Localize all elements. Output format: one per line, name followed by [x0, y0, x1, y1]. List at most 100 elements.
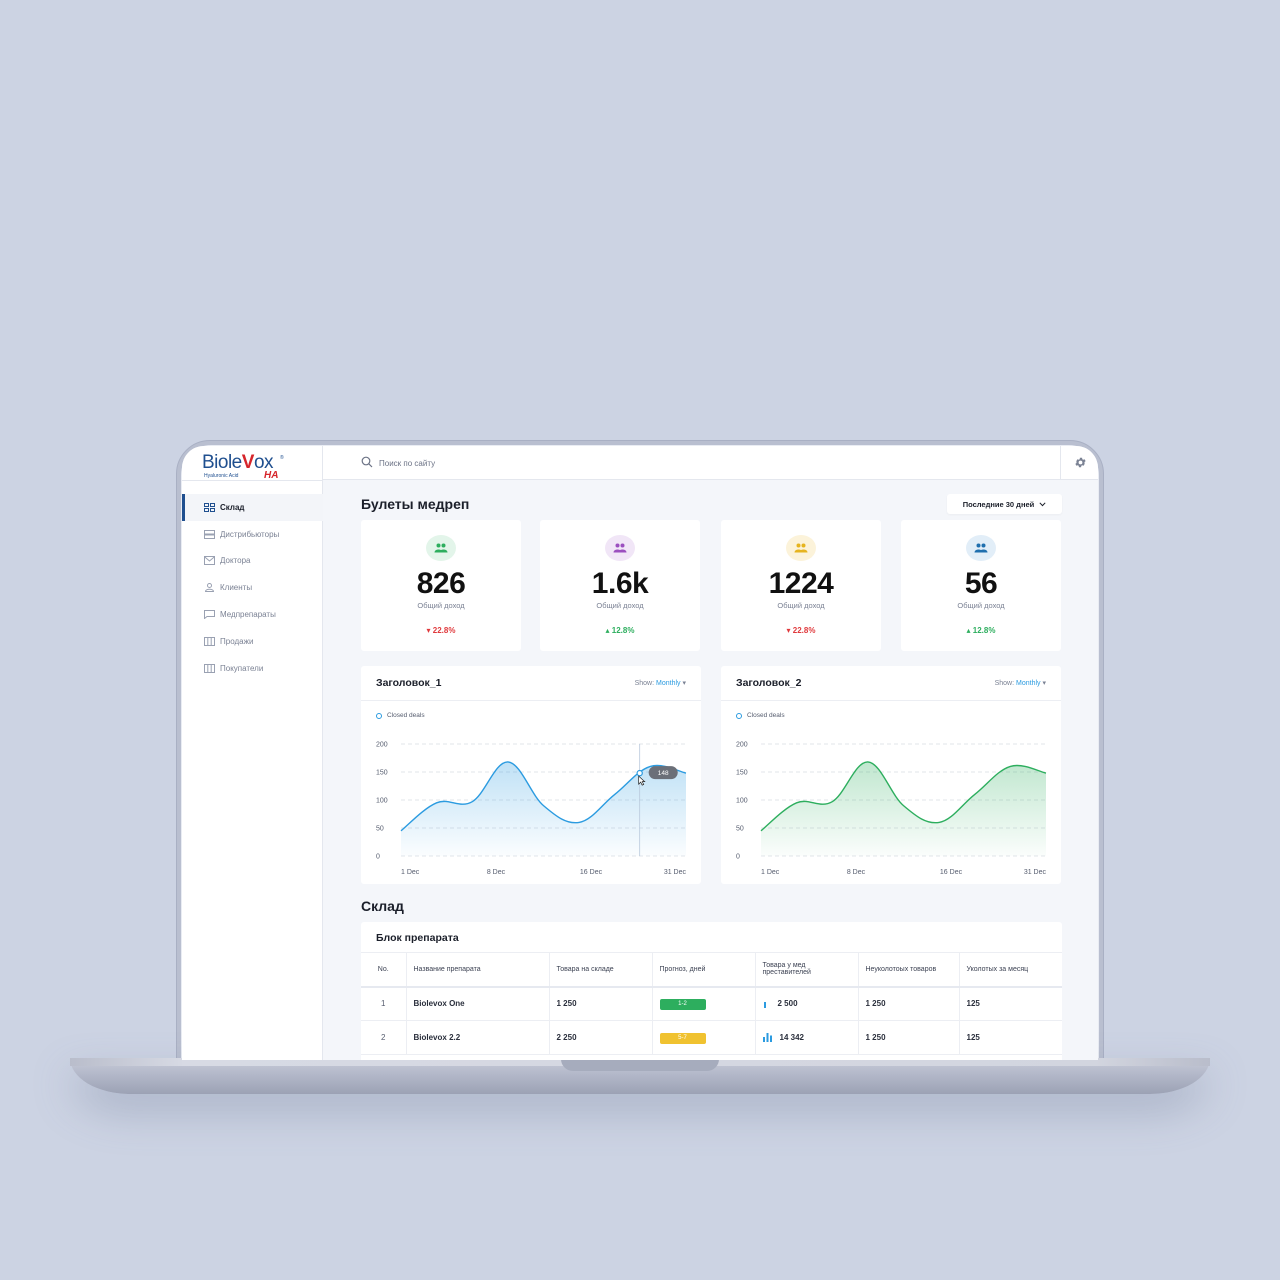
stat-label: Общий доход [957, 601, 1005, 610]
users-icon [426, 535, 456, 561]
column-header[interactable]: Уколотых за месяц [958, 952, 1062, 988]
divider [361, 700, 701, 701]
column-header[interactable]: Название препарата [405, 952, 549, 988]
sidebar-item-clients[interactable]: Клиенты [182, 574, 323, 601]
logo[interactable]: BioleVox ® Hyaluronic Acid HA [202, 452, 312, 482]
sidebar-item-sales[interactable]: Продажи [182, 628, 323, 655]
stat-card: 826 Общий доход ▾ 22.8% [361, 520, 521, 651]
sidebar-item-label: Доктора [220, 556, 251, 566]
product-name: Biolevox 2.2 [405, 1020, 549, 1055]
chevron-down-icon: ▾ [1042, 680, 1046, 687]
chart-legend: Closed deals [736, 712, 785, 719]
row-number: 1 [361, 986, 406, 1021]
caret-down-icon: ▾ [426, 626, 431, 635]
warehouse-table: No. Название препарата Товара на складе … [361, 952, 1062, 1055]
series-area [761, 761, 1046, 856]
y-tick-label: 100 [736, 798, 748, 805]
pointer-cursor-icon [638, 775, 646, 786]
logo-subtitle: Hyaluronic Acid [204, 473, 239, 479]
caret-up-icon: ▴ [966, 626, 971, 635]
chart-period-dropdown[interactable]: Show: Monthly ▾ [994, 680, 1046, 687]
divider [721, 700, 1061, 701]
column-header[interactable]: Товара у мед преставителей [754, 952, 858, 988]
search-input[interactable] [379, 455, 679, 471]
stat-card: 1224 Общий доход ▾ 22.8% [721, 520, 881, 651]
sidebar-item-label: Продажи [220, 636, 254, 646]
reps-count: 14 342 [754, 1020, 858, 1055]
column-header[interactable]: No. [361, 952, 406, 988]
logo-wordmark: BioleVox [202, 452, 274, 473]
sidebar-item-distributors[interactable]: Дистрибьюторы [182, 521, 323, 548]
sidebar-item-label: Клиенты [220, 583, 253, 593]
sidebar-divider [182, 480, 323, 481]
logo-suffix: HA [264, 470, 279, 481]
table-row[interactable]: 1 Biolevox One 1 250 1-2 2 500 1 250 125 [361, 986, 1062, 1021]
users-icon [786, 535, 816, 561]
stat-change-value: 12.8% [611, 626, 635, 635]
chevron-down-icon [1039, 501, 1046, 506]
y-tick-label: 150 [376, 770, 388, 777]
y-tick-label: 0 [376, 854, 380, 861]
search-icon[interactable] [361, 456, 373, 468]
stat-value: 1224 [768, 567, 834, 600]
chart-title: Заголовок_1 [376, 677, 442, 689]
columns-icon [204, 663, 215, 673]
stock-count: 1 250 [548, 986, 652, 1021]
table-header-row: No. Название препарата Товара на складе … [361, 952, 1062, 988]
column-header[interactable]: Товара на складе [548, 952, 652, 988]
server-icon [204, 529, 215, 539]
sidebar-item-medicines[interactable]: Медпрепараты [182, 601, 323, 628]
caret-up-icon: ▴ [605, 626, 610, 635]
x-tick-label: 1 Dec [761, 869, 780, 876]
column-header[interactable]: Неуколотоых товаров [857, 952, 959, 988]
chart-title: Заголовок_2 [736, 677, 802, 689]
top-bar [323, 446, 1098, 480]
legend-label: Closed deals [387, 712, 425, 719]
stat-change: ▾ 22.8% [361, 626, 521, 635]
sidebar-item-doctors[interactable]: Доктора [182, 548, 323, 575]
unused-count: 1 250 [857, 986, 959, 1021]
laptop-notch [561, 1058, 719, 1071]
sidebar-item-buyers[interactable]: Покупатели [182, 655, 323, 682]
chart-card: Заголовок_1 Show: Monthly ▾ Closed deals… [361, 666, 701, 884]
area-chart[interactable]: 200 150 100 50 0 1 Dec 8 Dec 16 Dec 31 Dec [721, 726, 1061, 877]
stat-change: ▾ 22.8% [721, 626, 881, 635]
x-tick-label: 1 Dec [401, 869, 420, 876]
x-tick-label: 31 Dec [664, 869, 687, 876]
y-tick-label: 0 [736, 854, 740, 861]
area-chart[interactable]: 200 150 100 50 0 1 Dec 8 Dec 16 Dec 31 Dec 148 [361, 726, 701, 877]
tooltip-bubble [648, 766, 678, 780]
screen: BioleVox ® Hyaluronic Acid HA Склад Дист… [182, 446, 1098, 1060]
column-header[interactable]: Прогноз, дней [651, 952, 755, 988]
stat-label: Общий доход [777, 601, 825, 610]
legend-label: Closed deals [747, 712, 785, 719]
chat-icon [204, 610, 215, 620]
sidebar-nav: Склад Дистрибьюторы Доктора Клиенты Медп… [182, 494, 323, 682]
caret-down-icon: ▾ [786, 626, 791, 635]
y-tick-label: 200 [376, 742, 388, 749]
logo-trademark: ® [280, 455, 284, 461]
chart-period-dropdown[interactable]: Show: Monthly ▾ [634, 680, 686, 687]
columns-icon [204, 636, 215, 646]
x-tick-label: 31 Dec [1024, 869, 1047, 876]
gear-icon[interactable] [1074, 456, 1087, 469]
sidebar-item-warehouse[interactable]: Склад [182, 494, 323, 521]
mail-icon [204, 556, 215, 566]
period-dropdown[interactable]: Последние 30 дней [947, 494, 1062, 514]
sidebar: BioleVox ® Hyaluronic Acid HA Склад Дист… [182, 446, 323, 1060]
forecast-badge: 1-2 [659, 998, 706, 1010]
used-count: 125 [958, 1020, 1062, 1055]
grid-icon [204, 502, 215, 512]
bar-chart-icon [762, 1033, 772, 1043]
y-tick-label: 50 [376, 826, 384, 833]
stat-value: 826 [416, 567, 466, 600]
stock-count: 2 250 [548, 1020, 652, 1055]
legend-dot [736, 712, 742, 719]
forecast-badge: 5-7 [659, 1032, 706, 1044]
x-tick-label: 8 Dec [487, 869, 506, 876]
tooltip-point [636, 769, 643, 777]
user-icon [204, 583, 215, 593]
table-row[interactable]: 2 Biolevox 2.2 2 250 5-7 14 342 1 250 12… [361, 1020, 1062, 1055]
x-tick-label: 16 Dec [580, 869, 603, 876]
product-name: Biolevox One [405, 986, 549, 1021]
